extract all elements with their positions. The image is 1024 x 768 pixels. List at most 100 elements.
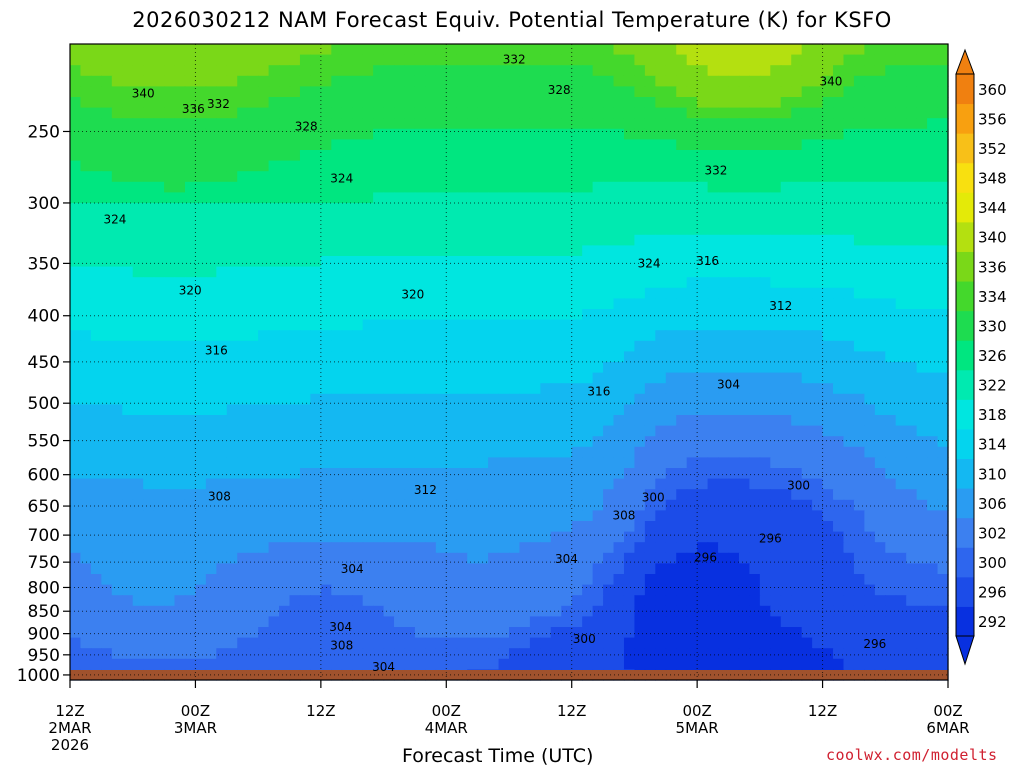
heatmap-cell	[686, 616, 698, 628]
heatmap-cell	[237, 150, 249, 162]
heatmap-cell	[184, 478, 197, 490]
heatmap-cell	[216, 203, 228, 215]
heatmap-cell	[279, 234, 291, 246]
heatmap-cell	[519, 234, 531, 246]
heatmap-cell	[759, 658, 771, 670]
heatmap-cell	[738, 616, 751, 628]
heatmap-cell	[394, 75, 406, 87]
heatmap-cell	[70, 309, 82, 321]
heatmap-cell	[655, 510, 667, 522]
heatmap-cell	[937, 298, 949, 310]
heatmap-cell	[791, 542, 803, 554]
heatmap-cell	[864, 648, 876, 660]
heatmap-cell	[299, 128, 312, 140]
heatmap-cell	[299, 97, 312, 109]
heatmap-cell	[937, 499, 949, 511]
heatmap-cell	[833, 192, 845, 204]
heatmap-cell	[467, 574, 479, 586]
heatmap-cell	[770, 542, 782, 554]
heatmap-cell	[833, 648, 845, 660]
heatmap-cell	[519, 97, 531, 109]
heatmap-cell	[728, 150, 740, 162]
heatmap-cell	[341, 468, 353, 480]
heatmap-cell	[561, 107, 573, 119]
heatmap-cell	[279, 128, 291, 140]
heatmap-cell	[216, 404, 228, 416]
heatmap-cell	[895, 298, 907, 310]
heatmap-cell	[80, 404, 92, 416]
heatmap-cell	[195, 521, 207, 533]
heatmap-cell	[195, 372, 207, 384]
heatmap-cell	[571, 340, 583, 352]
heatmap-cell	[592, 457, 604, 469]
heatmap-cell	[582, 213, 594, 225]
heatmap-cell	[853, 627, 865, 639]
heatmap-cell	[279, 510, 291, 522]
heatmap-cell	[885, 499, 897, 511]
heatmap-cell	[665, 224, 677, 236]
heatmap-cell	[488, 393, 500, 405]
heatmap-cell	[414, 404, 426, 416]
heatmap-cell	[310, 234, 322, 246]
heatmap-cell	[812, 330, 824, 342]
heatmap-cell	[70, 383, 82, 395]
heatmap-cell	[341, 150, 353, 162]
heatmap-cell	[268, 213, 280, 225]
heatmap-cell	[373, 616, 385, 628]
heatmap-cell	[561, 54, 573, 66]
heatmap-cell	[111, 118, 123, 130]
heatmap-cell	[216, 181, 228, 193]
heatmap-cell	[435, 552, 447, 564]
heatmap-cell	[498, 563, 510, 575]
heatmap-cell	[550, 499, 562, 511]
heatmap-cell	[582, 605, 594, 617]
heatmap-cell	[822, 552, 834, 564]
heatmap-cell	[509, 319, 521, 331]
heatmap-cell	[770, 648, 782, 660]
heatmap-cell	[195, 245, 207, 257]
heatmap-cell	[352, 86, 364, 98]
heatmap-cell	[770, 393, 782, 405]
heatmap-cell	[237, 256, 249, 268]
heatmap-cell	[498, 499, 510, 511]
heatmap-cell	[916, 256, 928, 268]
heatmap-cell	[498, 446, 510, 458]
heatmap-cell	[205, 287, 217, 299]
heatmap-cell	[895, 54, 907, 66]
heatmap-cell	[164, 118, 176, 130]
heatmap-cell	[467, 75, 479, 87]
heatmap-cell	[561, 330, 573, 342]
heatmap-cell	[383, 351, 395, 363]
heatmap-cell	[268, 86, 280, 98]
heatmap-cell	[414, 266, 426, 278]
heatmap-cell	[404, 118, 416, 130]
heatmap-cell	[686, 139, 698, 151]
heatmap-cell	[362, 415, 374, 427]
heatmap-cell	[885, 171, 897, 183]
heatmap-cell	[665, 330, 677, 342]
heatmap-cell	[676, 192, 688, 204]
heatmap-cell	[132, 75, 144, 87]
heatmap-cell	[383, 616, 395, 628]
heatmap-cell	[550, 340, 562, 352]
heatmap-cell	[780, 44, 792, 56]
heatmap-cell	[435, 245, 447, 257]
heatmap-cell	[843, 499, 855, 511]
heatmap-cell	[697, 181, 709, 193]
heatmap-cell	[571, 181, 583, 193]
heatmap-cell	[833, 372, 845, 384]
heatmap-cell	[352, 181, 364, 193]
heatmap-cell	[205, 86, 217, 98]
heatmap-cell	[676, 489, 688, 501]
heatmap-cell	[477, 383, 489, 395]
heatmap-cell	[864, 330, 876, 342]
heatmap-cell	[320, 351, 332, 363]
heatmap-cell	[613, 298, 625, 310]
heatmap-cell	[718, 404, 730, 416]
heatmap-cell	[80, 330, 92, 342]
heatmap-cell	[791, 234, 803, 246]
heatmap-cell	[613, 224, 625, 236]
heatmap-cell	[70, 287, 82, 299]
heatmap-cell	[613, 245, 625, 257]
heatmap-cell	[331, 319, 343, 331]
